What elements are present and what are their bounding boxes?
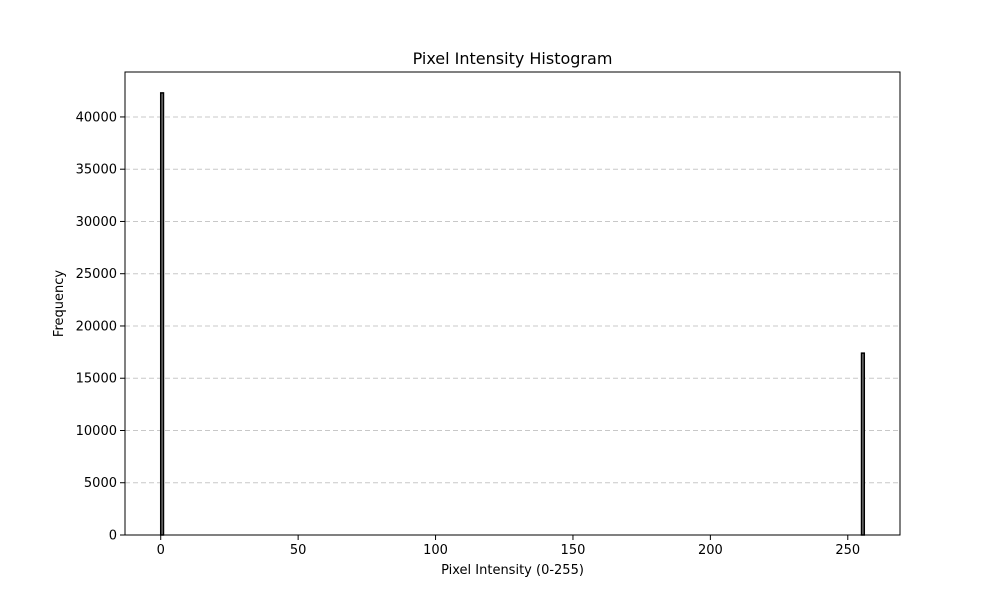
x-tick-label: 0 [157,543,165,558]
x-axis-ticks: 0 50 100 150 200 250 [157,535,860,558]
x-tick-label: 150 [561,543,586,558]
y-tick-label: 25000 [76,267,117,282]
x-tick-label: 100 [423,543,448,558]
y-axis-label: Frequency [52,270,67,337]
histogram-bar [159,92,165,536]
y-tick-label: 30000 [76,215,117,230]
plot-frame [124,71,901,536]
x-tick-label: 200 [698,543,723,558]
x-tick-label: 250 [835,543,860,558]
y-tick-label: 35000 [76,163,117,178]
y-tick-label: 0 [109,529,117,544]
y-axis-ticks: 0 5000 10000 15000 20000 25000 30000 35000 40000 [76,110,125,544]
x-axis-label: Pixel Intensity (0-255) [441,563,584,578]
x-tick-label: 50 [290,543,307,558]
y-tick-label: 5000 [84,476,117,491]
y-tick-label: 40000 [76,110,117,125]
y-tick-label: 10000 [76,424,117,439]
chart-title: Pixel Intensity Histogram [413,49,613,68]
histogram-bar [860,352,866,536]
y-tick-label: 15000 [76,372,117,387]
y-tick-label: 20000 [76,319,117,334]
bars [159,92,866,536]
gridlines [125,116,900,536]
